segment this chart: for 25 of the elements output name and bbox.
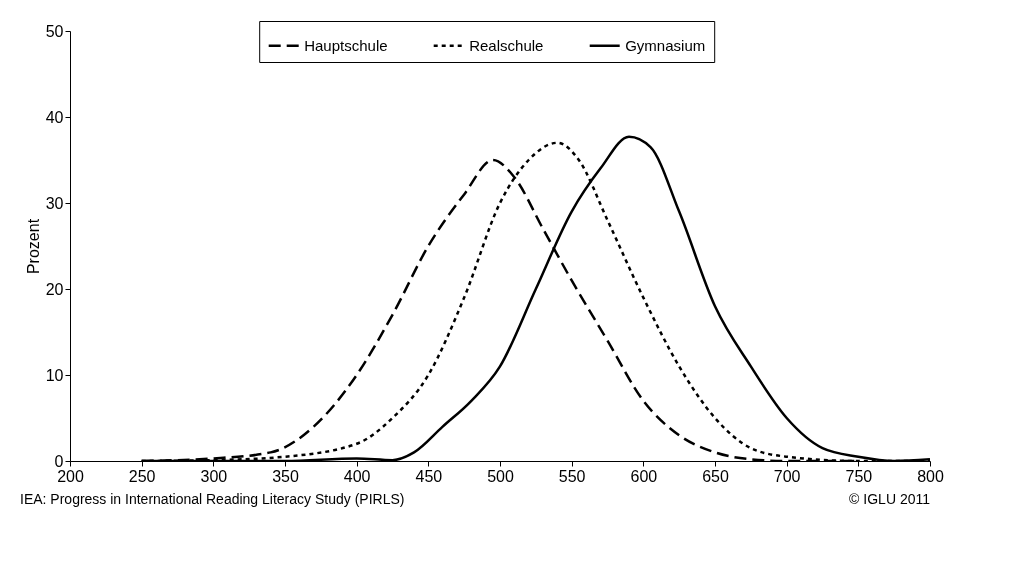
y-tick-label: 40 — [45, 108, 64, 126]
x-tick-label: 300 — [200, 467, 228, 485]
x-tick-label: 800 — [917, 467, 944, 485]
legend-label: Realschule — [469, 36, 544, 54]
legend-label: Gymnasium — [625, 36, 706, 54]
y-axis-title: Prozent — [24, 218, 42, 275]
y-tick-label: 10 — [45, 366, 64, 384]
x-tick-label: 600 — [630, 467, 658, 485]
x-tick-label: 350 — [272, 467, 299, 485]
y-tick-label: 0 — [54, 452, 64, 470]
x-tick-label: 200 — [57, 467, 84, 485]
x-tick-label: 500 — [487, 467, 514, 485]
x-tick-label: 250 — [128, 467, 156, 485]
text: © IGLU 2011 — [849, 491, 931, 507]
x-tick-label: 400 — [343, 467, 371, 485]
y-tick-label: 30 — [45, 194, 64, 212]
y-tick-label: 20 — [45, 280, 64, 298]
x-tick-label: 650 — [702, 467, 729, 485]
text: IEA: Progress in International Reading Literacy Study (PIRLS) — [20, 491, 405, 507]
x-tick-label: 700 — [773, 467, 801, 485]
x-tick-label: 450 — [415, 467, 443, 485]
legend-label: Hauptschule — [304, 36, 388, 54]
y-tick-label: 50 — [45, 22, 64, 40]
x-tick-label: 750 — [845, 467, 873, 485]
x-tick-label: 550 — [558, 467, 586, 485]
